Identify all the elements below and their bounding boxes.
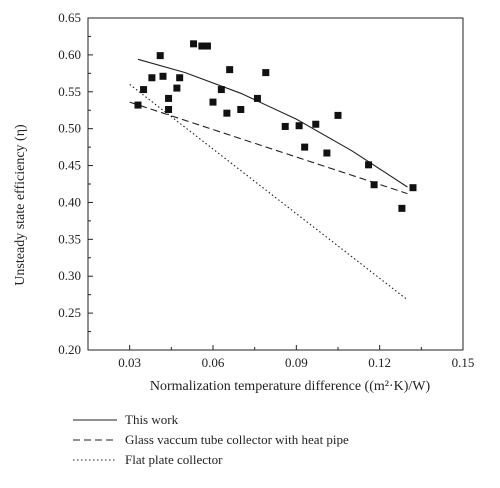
- y-tick-label: 0.30: [58, 268, 81, 283]
- y-tick-label: 0.65: [58, 10, 81, 25]
- data-point: [173, 84, 181, 92]
- data-point: [237, 105, 245, 113]
- y-tick-label: 0.35: [58, 231, 81, 246]
- data-point: [134, 101, 142, 109]
- x-tick-label: 0.03: [118, 355, 141, 370]
- data-point: [190, 40, 198, 48]
- data-point: [323, 149, 331, 157]
- data-point: [370, 181, 378, 189]
- x-axis-title: Normalization temperature difference ((m…: [150, 379, 431, 394]
- x-axis-ticks: 0.03 0.06 0.09 0.12 0.15: [118, 345, 474, 370]
- data-point: [159, 72, 167, 80]
- y-tick-label: 0.20: [58, 342, 81, 357]
- data-point: [223, 109, 231, 117]
- plot-frame: [87, 17, 464, 351]
- data-point: [334, 111, 342, 119]
- data-point: [217, 86, 225, 94]
- y-axis-title: Unsteady state efficiency (η): [13, 124, 28, 286]
- legend-label-3: Flat plate collector: [125, 452, 223, 467]
- x-tick-label: 0.12: [368, 355, 391, 370]
- data-point: [165, 105, 173, 113]
- legend-label-2: Glass vaccum tube collector with heat pi…: [125, 432, 349, 447]
- legend-label-1: This work: [125, 412, 179, 427]
- series-line-2: [129, 101, 408, 195]
- series-line-3: [129, 83, 408, 301]
- plot-border: [87, 17, 464, 351]
- data-points: [134, 40, 417, 212]
- x-tick-label: 0.06: [202, 355, 225, 370]
- data-point: [281, 122, 289, 130]
- data-point: [301, 143, 309, 151]
- data-point: [295, 122, 303, 130]
- data-point: [398, 204, 406, 212]
- data-point: [209, 98, 217, 106]
- data-point: [148, 74, 156, 82]
- y-tick-label: 0.60: [58, 47, 81, 62]
- data-point: [312, 120, 320, 128]
- y-tick-label: 0.55: [58, 84, 81, 99]
- series-line-1: [137, 58, 408, 188]
- data-point: [165, 94, 173, 102]
- data-point: [226, 66, 234, 74]
- y-tick-label: 0.40: [58, 194, 81, 209]
- y-axis-ticks: 0.20 0.25 0.30 0.35 0.40 0.45 0.50 0.55 0.60 0.65: [58, 10, 93, 357]
- data-point: [176, 74, 184, 82]
- data-point: [156, 52, 164, 60]
- data-point: [198, 42, 206, 50]
- data-point: [365, 161, 373, 169]
- x-tick-label: 0.09: [285, 355, 308, 370]
- fit-lines: [129, 58, 408, 301]
- data-point: [203, 42, 211, 50]
- y-tick-label: 0.45: [58, 158, 81, 173]
- x-tick-label: 0.15: [452, 355, 475, 370]
- data-point: [409, 184, 417, 192]
- data-point: [140, 86, 148, 94]
- data-point: [253, 94, 261, 102]
- y-tick-label: 0.25: [58, 305, 81, 320]
- y-tick-label: 0.50: [58, 121, 81, 136]
- legend: This work Glass vaccum tube collector wit…: [73, 412, 349, 467]
- data-point: [262, 69, 270, 77]
